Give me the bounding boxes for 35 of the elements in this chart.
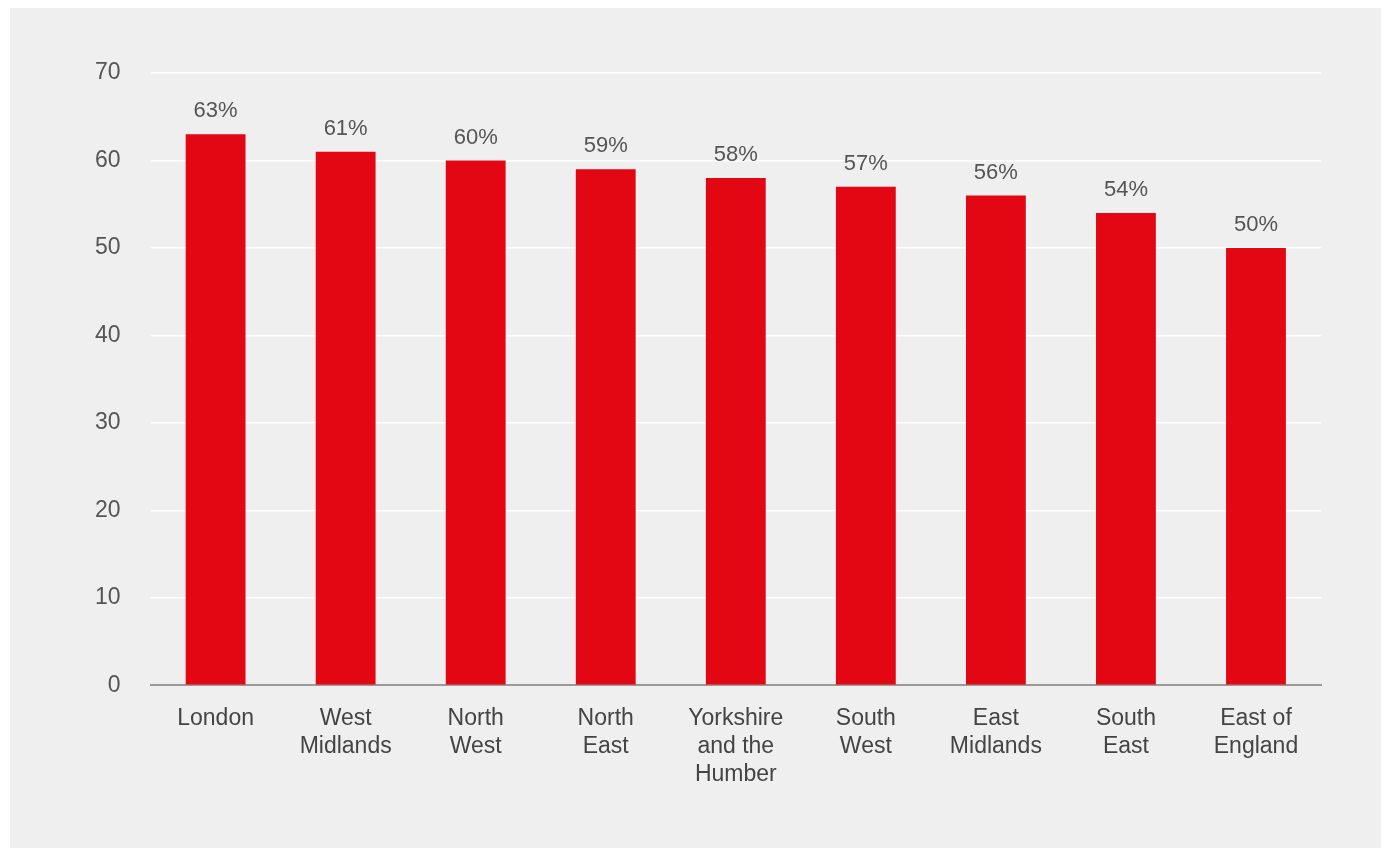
x-tick-label: East of England	[1213, 704, 1299, 758]
data-label: 60%	[453, 123, 498, 149]
bar	[965, 195, 1026, 685]
x-tick-label: North West	[447, 704, 504, 758]
y-tick-label: 0	[107, 670, 121, 697]
x-tick-label: North East	[577, 704, 634, 758]
y-tick-label: 10	[94, 583, 121, 610]
bar	[315, 151, 376, 685]
data-label: 63%	[193, 97, 238, 123]
bar	[835, 186, 896, 685]
data-label: 54%	[1103, 175, 1148, 201]
x-tick-label: South East	[1095, 704, 1156, 758]
bar	[1096, 212, 1156, 685]
data-label: 56%	[973, 158, 1018, 184]
x-tick-label: East Midlands	[949, 704, 1042, 758]
data-label: 59%	[583, 132, 628, 158]
x-tick-label: Yorkshire and the Humber	[688, 704, 784, 786]
bar	[445, 160, 506, 685]
bar	[1226, 247, 1286, 685]
data-label: 50%	[1233, 210, 1278, 236]
bar	[575, 169, 636, 685]
y-tick-label: 40	[94, 320, 121, 347]
x-tick-label: South West	[835, 704, 896, 758]
x-tick-label: London	[177, 704, 254, 731]
data-label: 58%	[713, 141, 758, 167]
y-tick-label: 50	[94, 233, 121, 260]
bar	[705, 177, 766, 685]
data-label: 61%	[323, 114, 368, 140]
y-tick-label: 70	[94, 58, 121, 85]
bar	[185, 134, 246, 685]
data-label: 57%	[843, 149, 888, 175]
y-tick-label: 20	[94, 495, 121, 522]
x-tick-label: West Midlands	[299, 704, 392, 758]
y-tick-label: 30	[94, 408, 121, 435]
y-tick-label: 60	[94, 145, 121, 172]
